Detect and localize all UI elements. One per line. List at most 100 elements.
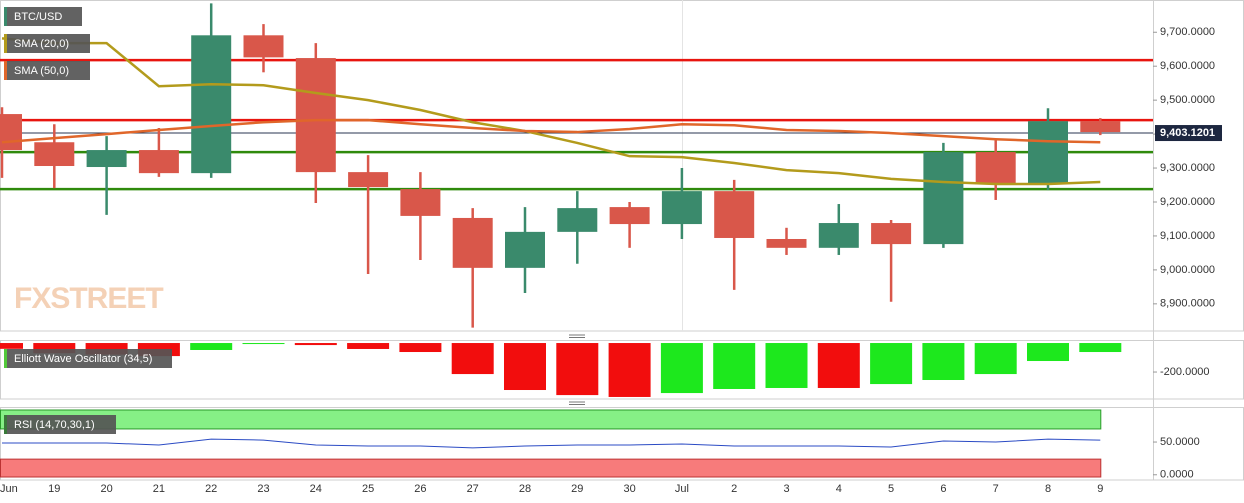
sma-line <box>1 118 1101 144</box>
oscillator-bar <box>922 343 965 381</box>
price-plot <box>0 3 1153 328</box>
oscillator-bar <box>399 343 442 353</box>
oscillator-bar <box>556 343 599 396</box>
candle-body <box>138 150 179 174</box>
legend-box <box>4 349 172 368</box>
x-tick-label: 28 <box>519 483 531 495</box>
x-tick-label: Jun <box>0 483 18 495</box>
candle-body <box>661 191 702 225</box>
candle-body <box>1028 121 1068 185</box>
oscillator-bar <box>974 343 1017 375</box>
rsi-plot <box>0 409 1102 478</box>
candle-body <box>191 35 232 174</box>
x-tick-label: 2 <box>731 483 737 495</box>
oversold-zone <box>0 458 1102 478</box>
oscillator-bar <box>190 343 233 350</box>
oscillator-bar <box>765 343 808 388</box>
candle-body <box>818 223 859 248</box>
y-tick-label: 9,200.0000 <box>1160 196 1215 208</box>
y-tick-label: 9,700.0000 <box>1160 26 1215 38</box>
legend-label: Elliott Wave Oscillator (34,5) <box>14 353 152 365</box>
x-tick-label: 8 <box>1045 483 1051 495</box>
candle-body <box>34 142 75 167</box>
x-tick-label: Jul <box>675 483 689 495</box>
y-tick-label: 9,000.0000 <box>1160 264 1215 276</box>
candle-body <box>557 208 598 232</box>
legend-label: BTC/USD <box>14 11 62 23</box>
candle-body <box>348 172 389 188</box>
oscillator-bar <box>85 343 128 355</box>
oscillator-bar <box>713 343 756 389</box>
legend-label: SMA (50,0) <box>14 65 69 77</box>
legend-swatch <box>4 61 7 80</box>
y-tick-label: -200.0000 <box>1160 366 1210 378</box>
watermark: FXSTREET <box>14 282 163 315</box>
oscillator-bar <box>33 343 76 354</box>
x-tick-label: 4 <box>836 483 842 495</box>
candle-body <box>923 152 964 245</box>
x-tick-label: 21 <box>153 483 165 495</box>
y-tick-label: 9,100.0000 <box>1160 230 1215 242</box>
x-tick-label: 23 <box>257 483 269 495</box>
panel-grip <box>569 334 585 405</box>
candle-body <box>975 152 1016 185</box>
last-price-box <box>1155 125 1222 142</box>
oscillator-bar <box>660 343 703 394</box>
legend-box <box>4 34 90 53</box>
candle-body <box>86 150 127 168</box>
candle-body <box>0 114 22 151</box>
y-tick-label: 8,900.0000 <box>1160 298 1215 310</box>
candle-body <box>505 231 545 268</box>
oscillator-bar <box>242 343 285 345</box>
candle-body <box>1080 121 1121 133</box>
candle-body <box>295 58 336 173</box>
oscillator-plot <box>0 343 1122 397</box>
x-tick-label: 9 <box>1097 483 1103 495</box>
oscillator-bar <box>1079 343 1122 353</box>
y-tick-label: 9,600.0000 <box>1160 60 1215 72</box>
y-tick-label: 9,300.0000 <box>1160 162 1215 174</box>
legend-swatch <box>4 415 7 434</box>
candle-body <box>871 223 912 245</box>
legend-swatch <box>4 7 7 26</box>
x-tick-label: 3 <box>783 483 789 495</box>
x-tick-label: 24 <box>310 483 322 495</box>
x-tick-label: 7 <box>993 483 999 495</box>
x-tick-label: 5 <box>888 483 894 495</box>
legend-box <box>4 7 82 26</box>
legend-label: RSI (14,70,30,1) <box>14 419 95 431</box>
overbought-zone <box>0 409 1102 430</box>
x-tick-label: 25 <box>362 483 374 495</box>
candle-body <box>714 191 755 238</box>
oscillator-bar <box>451 343 494 375</box>
rsi-line <box>2 438 1101 449</box>
candle-body <box>766 238 807 248</box>
y-tick-label: 50.0000 <box>1160 436 1200 448</box>
x-tick-label: 27 <box>467 483 479 495</box>
oscillator-bar <box>294 343 337 346</box>
overlay: 8,900.0000 9,000.0000 9,100.0000 9,200.0000… <box>0 7 1222 495</box>
x-tick-label: 29 <box>571 483 583 495</box>
oscillator-bar <box>817 343 860 388</box>
x-tick-label: 6 <box>940 483 946 495</box>
legend-swatch <box>4 349 7 368</box>
x-tick-label: 26 <box>414 483 426 495</box>
x-tick-label: 30 <box>623 483 635 495</box>
legend-box <box>4 61 90 80</box>
x-tick-label: 19 <box>48 483 60 495</box>
y-tick-label: 0.0000 <box>1160 469 1194 481</box>
oscillator-bar <box>1027 343 1069 362</box>
last-price-label: 9,403.1201 <box>1160 127 1215 139</box>
oscillator-bar <box>0 343 23 349</box>
y-tick-label: 9,500.0000 <box>1160 94 1215 106</box>
candle-body <box>243 35 284 58</box>
candle-body <box>400 189 441 216</box>
oscillator-bar <box>608 343 651 397</box>
x-tick-label: 20 <box>100 483 112 495</box>
candle-body <box>609 207 650 225</box>
sma-line <box>1 37 1101 186</box>
oscillator-bar <box>870 343 913 385</box>
legend-box <box>4 415 116 434</box>
oscillator-bar <box>504 343 546 391</box>
